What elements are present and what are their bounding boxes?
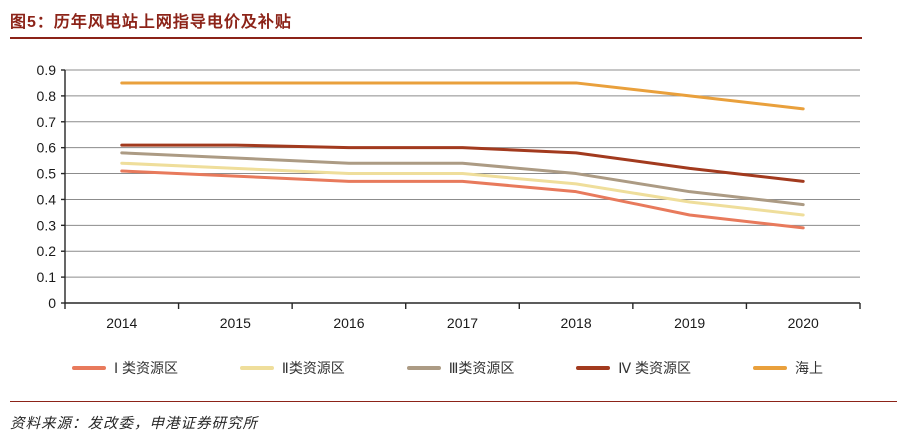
legend-item-0: Ⅰ 类资源区 [72, 358, 178, 378]
x-tick-label: 2020 [788, 315, 819, 331]
y-tick-label: 0.3 [37, 217, 57, 233]
y-tick-label: 0.2 [37, 243, 57, 259]
legend-item-2: Ⅲ类资源区 [406, 358, 515, 378]
axes [61, 69, 861, 309]
footer-divider [10, 401, 897, 402]
y-tick-label: 0.7 [37, 114, 57, 130]
x-tick-label: 2015 [220, 315, 251, 331]
y-tick-label: 0.1 [37, 269, 57, 285]
x-tick-label: 2014 [106, 315, 137, 331]
y-tick-labels: 0 0.1 0.2 0.3 0.4 0.5 0.6 0.7 0.8 0.9 [37, 62, 57, 311]
legend-item-4: 海上 [752, 358, 823, 378]
x-tick-label: 2016 [333, 315, 364, 331]
series-line-3 [120, 143, 805, 183]
line-chart: 0 0.1 0.2 0.3 0.4 0.5 0.6 0.7 0.8 0.9 2014 2015 2016… [0, 48, 880, 348]
chart-legend: Ⅰ 类资源区 Ⅱ类资源区 Ⅲ类资源区 Ⅳ 类资源区 海上 [72, 354, 823, 382]
legend-swatch [576, 366, 611, 370]
legend-label: Ⅱ类资源区 [281, 360, 345, 376]
y-tick-label: 0 [48, 295, 56, 311]
x-tick-label: 2017 [447, 315, 478, 331]
legend-swatch [72, 366, 106, 370]
series-line-4 [120, 81, 805, 111]
y-tick-label: 0.6 [37, 140, 57, 156]
y-tick-label: 0.8 [37, 88, 57, 104]
legend-swatch [752, 366, 787, 370]
chart-canvas: 0 0.1 0.2 0.3 0.4 0.5 0.6 0.7 0.8 0.9 2014 2015 2016… [37, 62, 861, 331]
legend-item-1: Ⅱ类资源区 [239, 358, 345, 378]
source-note: 资料来源：发改委，申港证券研究所 [10, 416, 258, 432]
series-line-0 [120, 169, 805, 230]
x-tick-label: 2019 [674, 315, 705, 331]
legend-swatch [406, 366, 441, 370]
legend-label: Ⅲ类资源区 [448, 360, 515, 376]
y-tick-label: 0.9 [37, 62, 57, 78]
legend-swatch [239, 366, 274, 370]
figure-title: 图5：历年风电站上网指导电价及补贴 [10, 14, 292, 31]
series-lines [120, 81, 805, 230]
legend-label: 海上 [794, 360, 823, 376]
series-line-2 [120, 151, 805, 207]
y-tick-label: 0.5 [37, 166, 57, 182]
legend-item-3: Ⅳ 类资源区 [576, 358, 691, 378]
legend-label: Ⅳ 类资源区 [618, 360, 692, 376]
x-tick-labels: 2014 2015 2016 2017 2018 2019 2020 [106, 315, 819, 331]
title-divider [10, 37, 862, 39]
y-tick-label: 0.4 [37, 191, 57, 207]
x-tick-label: 2018 [560, 315, 591, 331]
legend-label: Ⅰ 类资源区 [114, 360, 179, 376]
series-line-1 [120, 161, 805, 217]
